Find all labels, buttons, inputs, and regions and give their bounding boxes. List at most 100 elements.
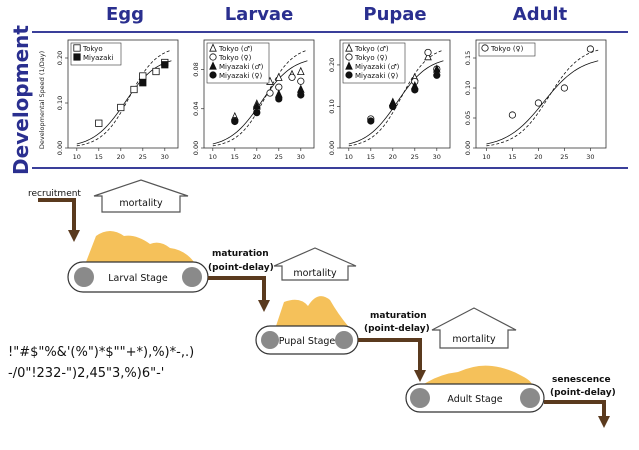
senescence-delay-label: (point-delay) bbox=[550, 388, 616, 398]
plot-frame-adult bbox=[475, 39, 607, 149]
y-tick-label-larvae: 0.00 bbox=[192, 141, 200, 155]
y-tick-label-adult: 0.15 bbox=[464, 51, 472, 65]
garbled-line-2: -/0"!232-")2,45"3,%)6"-' bbox=[8, 366, 165, 381]
x-tick-label-egg: 10 bbox=[73, 153, 81, 161]
x-tick-label-larvae: 20 bbox=[253, 153, 261, 161]
chart-pupae: Pupae 10 15 20 25 30 0.00 0.10 0.20 Tokyo (♂)Toky… bbox=[328, 4, 451, 161]
adult-roller-left bbox=[410, 388, 430, 408]
data-point-adult-s0 bbox=[534, 99, 543, 107]
legend-marker-pupae-s0 bbox=[345, 43, 353, 52]
x-tick-label-adult: 20 bbox=[534, 153, 542, 161]
x-tick-label-pupae: 10 bbox=[345, 153, 353, 161]
pupal-hump bbox=[276, 296, 348, 326]
x-tick-label-egg: 30 bbox=[161, 153, 169, 161]
larval-stage-label: Larval Stage bbox=[108, 273, 168, 284]
fit-curve-solid-larvae bbox=[212, 60, 308, 145]
maturation1-arrowhead bbox=[258, 300, 270, 312]
legend-box-larvae bbox=[206, 42, 270, 84]
larval-roller-left bbox=[74, 267, 94, 287]
maturation1-label: maturation bbox=[212, 249, 269, 259]
x-tick-label-egg: 15 bbox=[95, 153, 103, 161]
legend-marker-larvae-s1 bbox=[209, 53, 217, 61]
chart-title-egg: Egg bbox=[106, 4, 144, 25]
fit-curve-solid-egg bbox=[76, 60, 172, 145]
y-tick-label-pupae: 0.00 bbox=[328, 141, 336, 155]
data-point-pupae-s1 bbox=[424, 48, 432, 57]
adult-roller-right bbox=[520, 388, 540, 408]
legend-label-pupae-s0: Tokyo (♂) bbox=[354, 45, 389, 53]
legend-box-egg bbox=[70, 42, 122, 66]
data-point-adult-s0 bbox=[508, 111, 517, 119]
y-axis-label: Developmental Speed (1/Day) bbox=[38, 51, 46, 149]
data-point-larvae-s3 bbox=[275, 95, 283, 103]
larval-hump bbox=[86, 231, 194, 262]
data-point-egg-s0 bbox=[139, 72, 147, 80]
data-point-larvae-s1 bbox=[266, 89, 274, 97]
legend-label-adult-s0: Tokyo (♀) bbox=[490, 45, 524, 53]
legend-label-pupae-s2: Miyazaki (♂) bbox=[355, 63, 400, 71]
chart-title-adult: Adult bbox=[513, 4, 568, 25]
stage-flow-diagram: recruitment mortality Larval Stage matur… bbox=[28, 179, 616, 428]
data-point-larvae-s3 bbox=[253, 109, 261, 117]
legend-label-pupae-s1: Tokyo (♀) bbox=[354, 54, 388, 62]
data-point-adult-s0 bbox=[586, 45, 595, 53]
legend-marker-adult-s0 bbox=[481, 44, 489, 52]
larval-mortality-house bbox=[93, 179, 189, 213]
data-point-egg-s1 bbox=[161, 61, 169, 69]
y-tick-label-pupae: 0.10 bbox=[328, 99, 336, 113]
data-point-larvae-s0 bbox=[296, 66, 305, 76]
legend-marker-egg-s0 bbox=[73, 44, 81, 52]
data-point-larvae-s3 bbox=[297, 91, 305, 99]
x-tick-label-larvae: 15 bbox=[231, 153, 239, 161]
y-tick-label-adult: 0.00 bbox=[464, 141, 472, 155]
adult-hump bbox=[424, 365, 532, 384]
fit-curve-dashed-adult bbox=[486, 49, 599, 147]
maturation2-arrow bbox=[358, 338, 422, 372]
larval-mortality-label: mortality bbox=[119, 198, 163, 209]
maturation1-arrow bbox=[208, 276, 266, 302]
garbled-line-1: !"#$"%&'(%")*$""+*),%)*-,.) bbox=[8, 345, 195, 360]
fit-curve-dashed-egg bbox=[76, 49, 172, 147]
x-tick-label-pupae: 20 bbox=[389, 153, 397, 161]
x-tick-label-pupae: 30 bbox=[433, 153, 441, 161]
maturation2-label: maturation bbox=[370, 311, 427, 321]
adult-mortality-house bbox=[431, 307, 517, 349]
y-tick-label-pupae: 0.20 bbox=[328, 58, 336, 72]
x-tick-label-larvae: 25 bbox=[275, 153, 283, 161]
data-point-egg-s0 bbox=[117, 103, 125, 112]
data-point-larvae-s3 bbox=[231, 117, 239, 126]
adult-conveyor bbox=[405, 383, 545, 413]
recruitment-arrowhead bbox=[68, 230, 80, 242]
larval-roller-right bbox=[182, 267, 202, 287]
chart-adult: Adult 10 15 20 25 30 0.00 0.05 0.10 0.15 Tokyo (♀) bbox=[464, 4, 607, 161]
x-tick-label-egg: 20 bbox=[117, 153, 125, 161]
pupal-roller-left bbox=[261, 331, 279, 349]
legend-marker-larvae-s3 bbox=[209, 71, 217, 79]
data-point-egg-s1 bbox=[139, 79, 147, 87]
x-tick-label-egg: 25 bbox=[139, 153, 147, 161]
x-tick-label-adult: 25 bbox=[560, 153, 568, 161]
section-label: Development bbox=[9, 25, 33, 175]
legend-marker-pupae-s3 bbox=[345, 71, 353, 79]
data-point-adult-s0 bbox=[560, 84, 569, 92]
data-point-egg-s0 bbox=[152, 67, 160, 76]
data-point-pupae-s3 bbox=[367, 117, 375, 125]
y-tick-label-egg: 0.20 bbox=[56, 51, 64, 65]
data-point-pupae-s3 bbox=[389, 102, 397, 111]
y-tick-label-larvae: 0.04 bbox=[192, 101, 200, 115]
y-tick-label-adult: 0.05 bbox=[464, 111, 472, 125]
data-point-egg-s0 bbox=[130, 85, 138, 94]
data-point-larvae-s1 bbox=[297, 77, 305, 85]
data-point-egg-s0 bbox=[95, 119, 103, 127]
legend-label-larvae-s3: Miyazaki (♀) bbox=[219, 72, 262, 80]
pupal-mortality-label: mortality bbox=[293, 268, 337, 279]
legend-label-pupae-s3: Miyazaki (♀) bbox=[355, 72, 398, 80]
legend-marker-egg-s1 bbox=[73, 53, 81, 61]
fit-curve-solid-pupae bbox=[348, 60, 444, 145]
legend-marker-larvae-s0 bbox=[209, 43, 217, 52]
data-point-larvae-s1 bbox=[288, 73, 296, 81]
